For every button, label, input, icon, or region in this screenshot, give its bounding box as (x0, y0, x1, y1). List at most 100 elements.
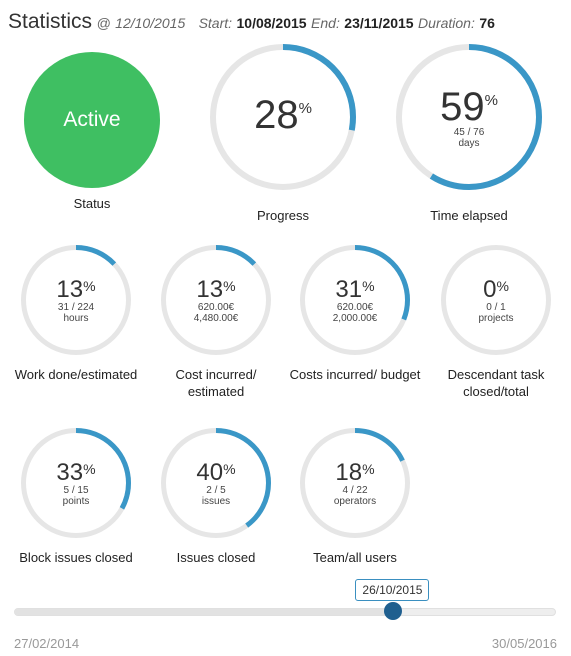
percent-unit: % (298, 100, 312, 117)
stat-caption: Cost incurred/estimated (141, 366, 291, 400)
ring-subtext: 2 / 5 (206, 485, 226, 496)
percent-value: 18% (300, 461, 410, 485)
stat-caption: Team/all users (280, 549, 430, 566)
timeline-slider-tooltip: 26/10/2015 (355, 579, 430, 601)
stat-caption-line: closed/total (463, 384, 529, 399)
progress-ring (300, 428, 410, 538)
percent-value: 59% (396, 87, 542, 127)
stat-progress: 28% (210, 44, 356, 190)
ring-subtext-unit: projects (478, 313, 514, 324)
percent-value: 33% (21, 461, 131, 485)
percent-unit: % (484, 92, 498, 109)
ring-subtext: 31 / 224 (57, 302, 95, 313)
percent-number: 18 (335, 459, 363, 486)
header: Statistics @ 12/10/2015 Start: 10/08/201… (8, 10, 495, 34)
ring-subtext: 45 / 76 (453, 127, 485, 138)
stat-caption: Time elapsed (394, 207, 544, 224)
percent-number: 0 (483, 276, 497, 303)
percent-number: 13 (196, 276, 224, 303)
stat-caption-line: Team/all users (313, 550, 397, 565)
at-label: @ (96, 15, 111, 31)
progress-ring (21, 428, 131, 538)
stat-cost-incurred: 13% 620.00€ 4,480.00€ (161, 245, 271, 355)
timeline-slider-fill (15, 609, 395, 615)
duration-label: Duration: (418, 15, 475, 31)
stat-costs-budget: 31% 620.00€ 2,000.00€ (300, 245, 410, 355)
stat-caption-line: Progress (256, 208, 310, 223)
ring-subtext-unit: days (458, 138, 480, 149)
progress-ring (441, 245, 551, 355)
start-label: Start: (198, 15, 233, 31)
progress-ring (161, 245, 271, 355)
stat-caption: Block issues closed (1, 549, 151, 566)
stat-caption-line: Costs incurred/ budget (289, 367, 421, 382)
ring-fill (21, 245, 131, 355)
ring-center: 33% 5 / 15 points (21, 461, 131, 508)
ring-track (441, 245, 551, 355)
ring-center: 40% 2 / 5 issues (161, 461, 271, 508)
percent-unit: % (362, 461, 375, 477)
ring-center: 59% 45 / 76 days (396, 87, 542, 149)
progress-ring (396, 44, 542, 190)
start-value: 10/08/2015 (236, 15, 307, 31)
percent-unit: % (496, 278, 509, 294)
ring-center: 28% (210, 95, 356, 135)
percent-value: 31% (300, 278, 410, 302)
percent-number: 40 (196, 459, 224, 486)
ring-fill (210, 44, 356, 190)
ring-center: 13% 620.00€ 4,480.00€ (161, 278, 271, 325)
ring-fill (21, 428, 131, 538)
status-circle: Active (24, 52, 160, 188)
percent-unit: % (362, 278, 375, 294)
stat-block-issues: 33% 5 / 15 points (21, 428, 131, 538)
timeline-min-date: 27/02/2014 (14, 636, 80, 651)
percent-unit: % (83, 278, 96, 294)
ring-fill (300, 245, 410, 355)
timeline-slider-track[interactable] (14, 608, 556, 616)
end-label: End: (311, 15, 340, 31)
progress-ring (210, 44, 356, 190)
ring-center: 18% 4 / 22 operators (300, 461, 410, 508)
stat-team-users: 18% 4 / 22 operators (300, 428, 410, 538)
stat-caption: Progress (208, 207, 358, 224)
timeline-max-date: 30/05/2016 (491, 636, 557, 651)
percent-value: 13% (161, 278, 271, 302)
stat-caption-line: Cost incurred/ (175, 367, 257, 382)
percent-value: 0% (441, 278, 551, 302)
percent-number: 28 (254, 93, 299, 137)
stat-time-elapsed: 59% 45 / 76 days (396, 44, 542, 190)
stat-caption-line: Work done/estimated (14, 367, 138, 382)
stat-caption: Descendant task closed/total (421, 366, 571, 400)
percent-number: 31 (335, 276, 363, 303)
ring-fill (396, 44, 542, 190)
stat-caption-line: estimated (187, 384, 245, 399)
ring-subtext: 620.00€ (336, 302, 374, 313)
stat-issues-closed: 40% 2 / 5 issues (161, 428, 271, 538)
ring-subtext-unit: issues (201, 496, 231, 507)
ring-center: 0% 0 / 1 projects (441, 278, 551, 325)
stat-caption-line: Block issues closed (19, 550, 133, 565)
ring-center: 13% 31 / 224 hours (21, 278, 131, 325)
status-caption: Status (73, 196, 111, 211)
stat-caption-line: Issues closed (176, 550, 256, 565)
stat-caption: Issues closed (141, 549, 291, 566)
progress-ring (21, 245, 131, 355)
end-value: 23/11/2015 (344, 15, 414, 31)
percent-number: 59 (440, 85, 485, 129)
timeline-slider-handle[interactable] (384, 602, 403, 620)
ring-subtext: 4 / 22 (342, 485, 368, 496)
status-value: Active (63, 108, 121, 131)
progress-ring (161, 428, 271, 538)
stat-caption: Work done/estimated (1, 366, 151, 383)
percent-value: 13% (21, 278, 131, 302)
ring-subtext-unit: points (62, 496, 90, 507)
percent-unit: % (83, 461, 96, 477)
ring-subtext: 5 / 15 (63, 485, 89, 496)
ring-fill (300, 428, 410, 538)
duration-value: 76 (479, 15, 495, 31)
percent-value: 40% (161, 461, 271, 485)
percent-number: 13 (56, 276, 84, 303)
ring-subtext-unit: operators (333, 496, 377, 507)
ring-subtext: 0 / 1 (486, 302, 506, 313)
current-date: 12/10/2015 (115, 15, 186, 31)
